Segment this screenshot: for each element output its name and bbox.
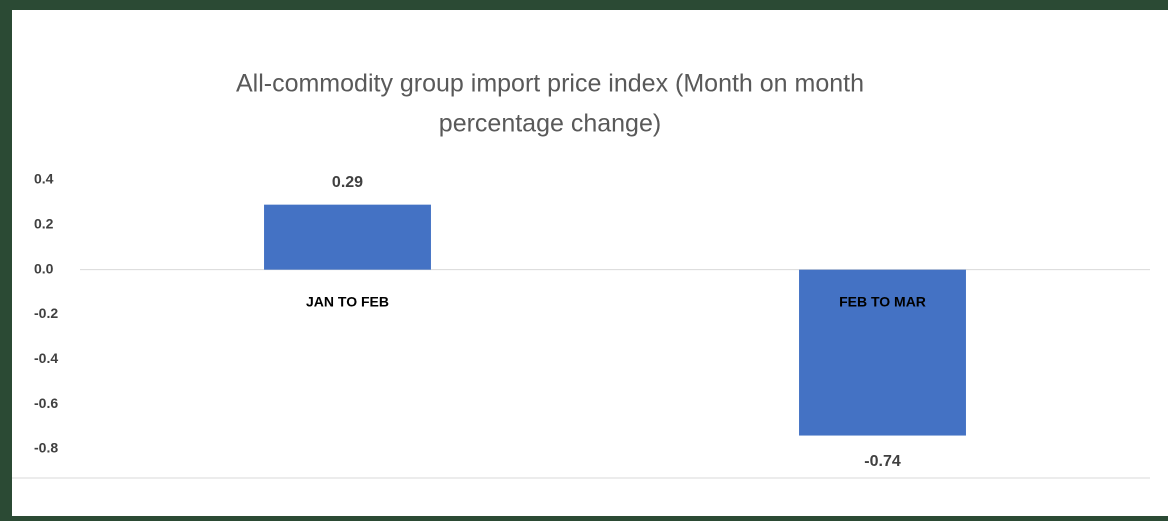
chart: All-commodity group import price index (… [12,70,1150,479]
x-tick-label: JAN TO FEB [306,293,389,309]
chart-frame: All-commodity group import price index (… [12,10,1168,516]
x-tick-label: FEB TO MAR [839,293,926,309]
y-tick-label: -0.8 [34,440,58,456]
y-tick-label: 0.0 [34,260,54,276]
value-label: -0.74 [864,453,901,470]
y-tick-label: 0.4 [34,171,54,187]
value-label: 0.29 [332,174,363,191]
y-tick-label: -0.4 [34,350,58,366]
chart-title: percentage change) [439,110,661,138]
bar [264,204,431,270]
y-tick-label: -0.2 [34,305,58,321]
y-tick-label: -0.6 [34,395,58,411]
bar [799,269,966,436]
chart-title: All-commodity group import price index (… [236,70,864,98]
y-tick-label: 0.2 [34,216,54,232]
